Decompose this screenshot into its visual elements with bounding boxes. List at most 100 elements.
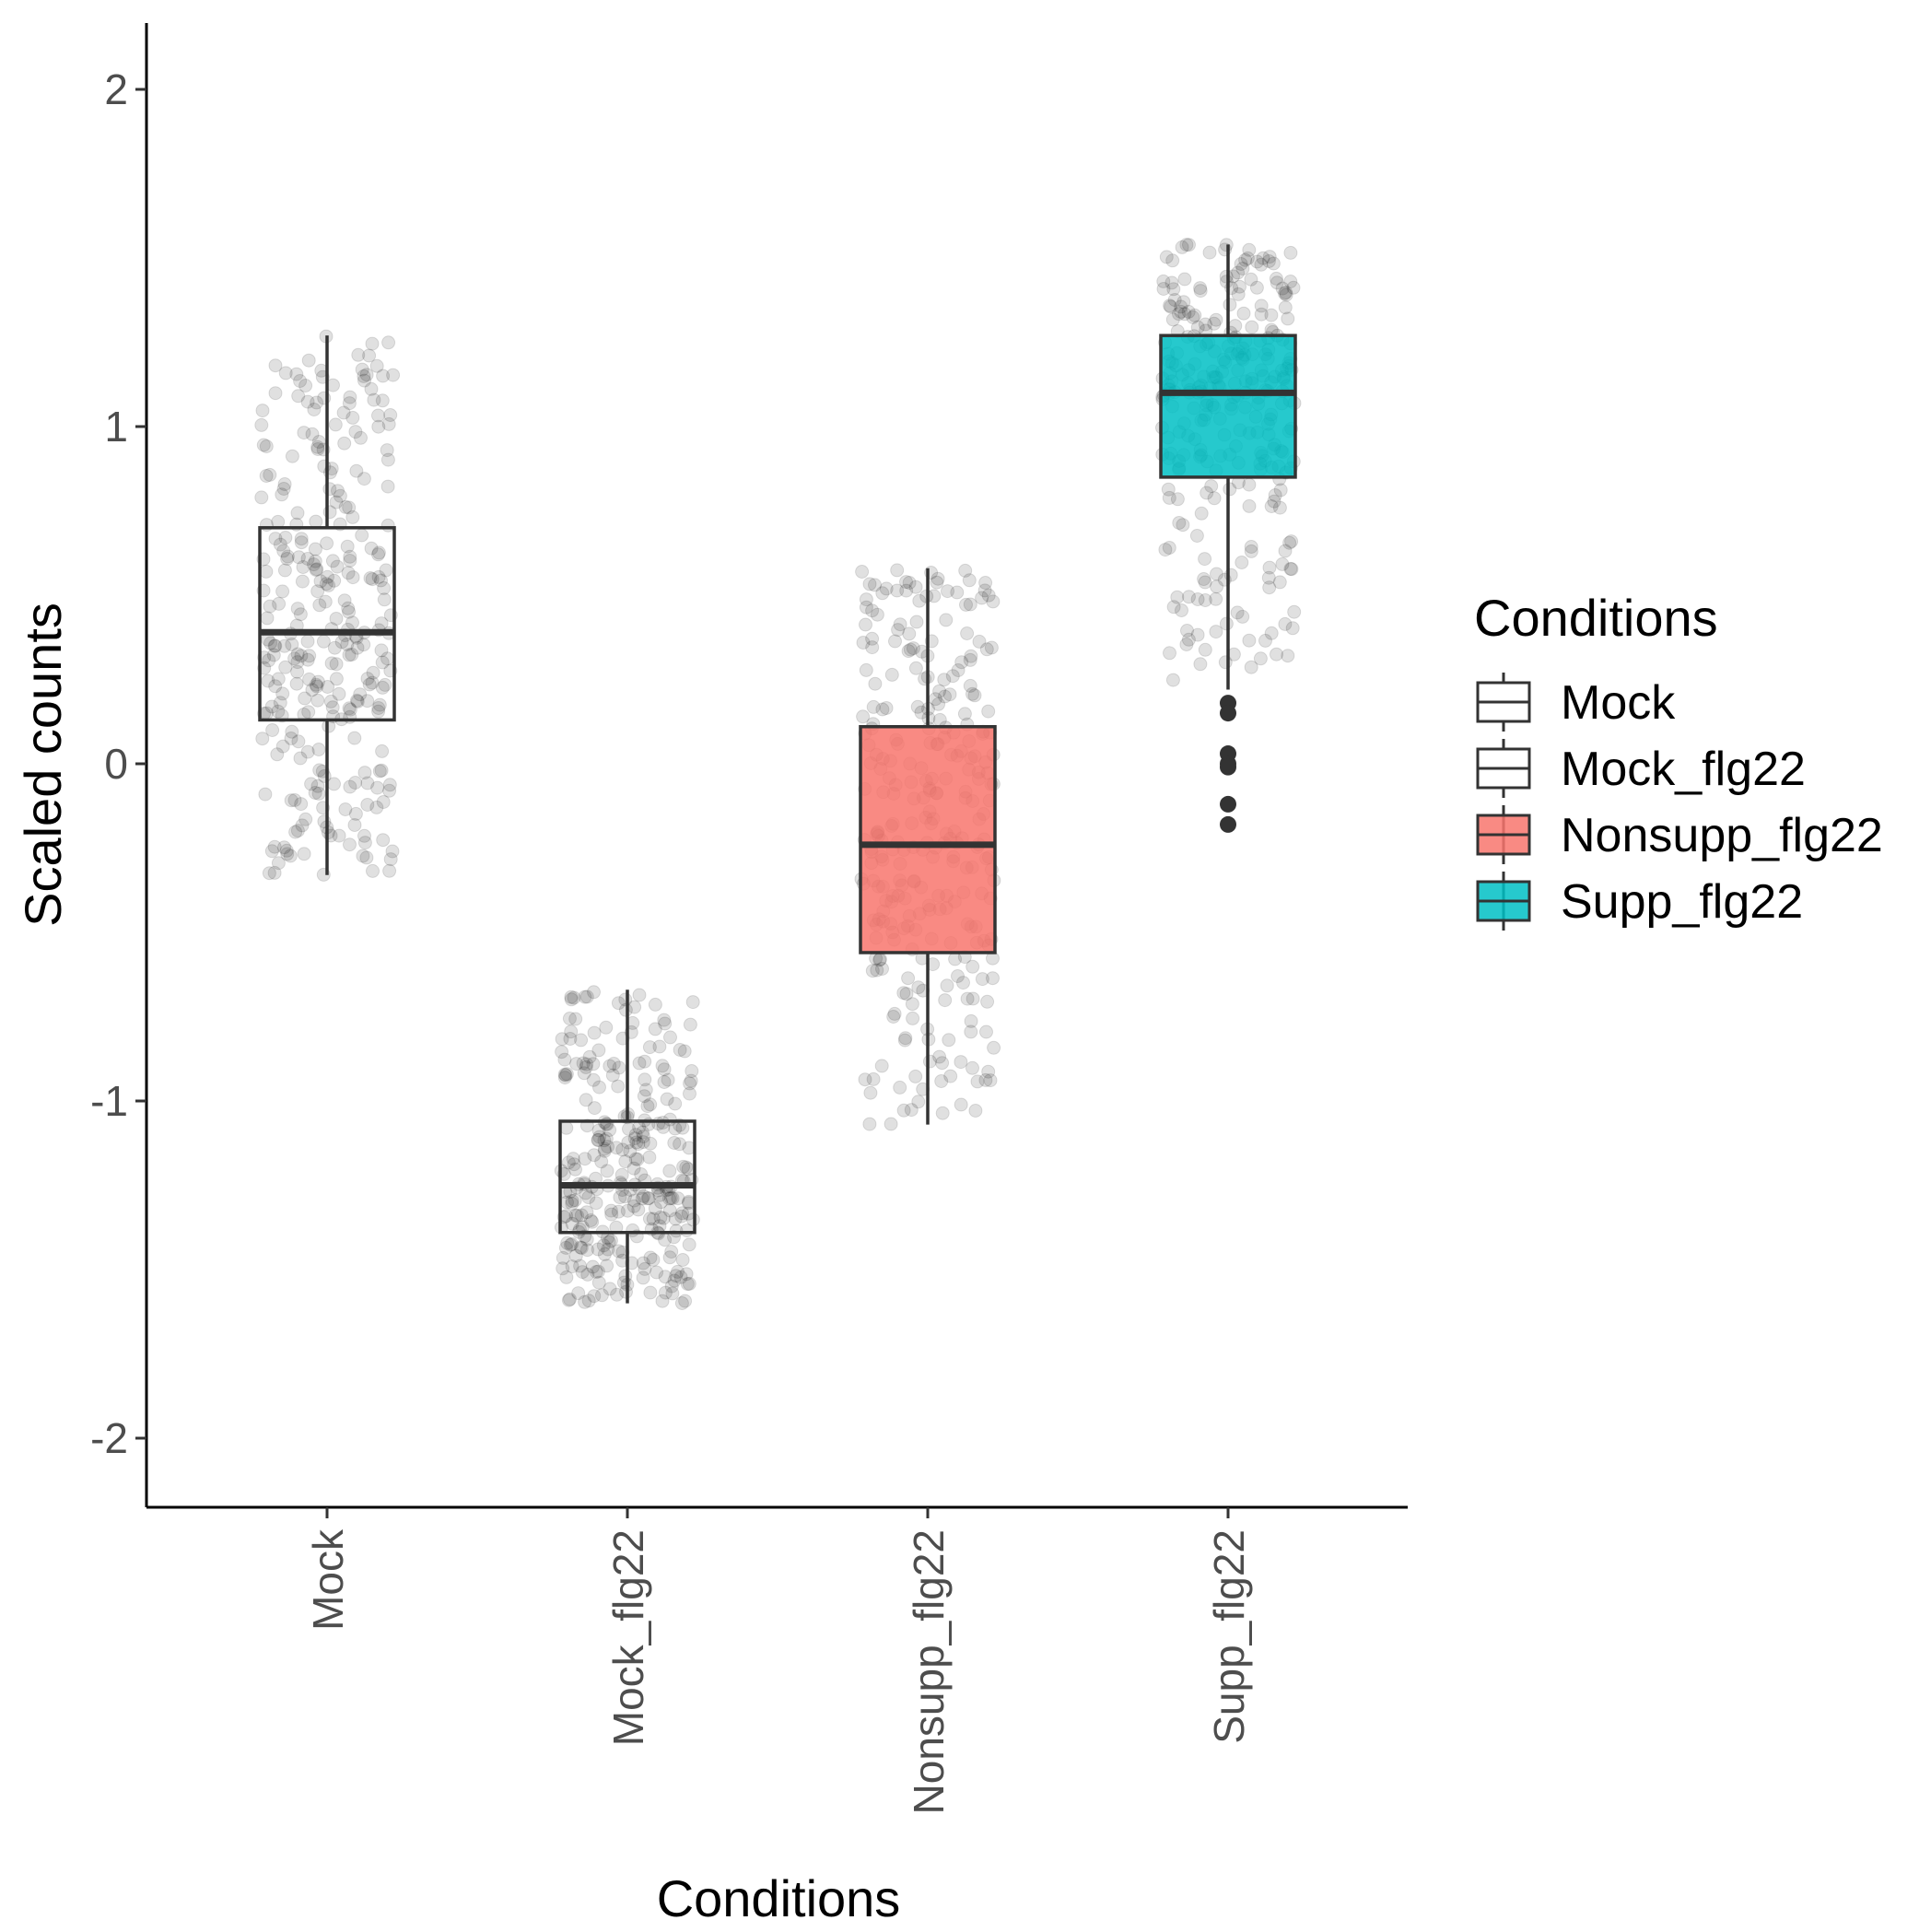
jitter-point <box>1287 604 1302 619</box>
jitter-point <box>865 964 880 978</box>
jitter-point <box>1284 534 1299 549</box>
jitter-point <box>954 1055 968 1070</box>
jitter-point <box>963 678 977 693</box>
jitter-point <box>859 592 873 607</box>
jitter-point <box>1164 275 1179 290</box>
jitter-point <box>671 1191 685 1206</box>
jitter-point <box>1163 646 1176 661</box>
jitter-point <box>370 780 385 795</box>
jitter-point <box>297 847 311 861</box>
jitter-point <box>1254 257 1269 272</box>
jitter-point <box>591 1132 605 1147</box>
jitter-point <box>372 697 387 712</box>
jitter-point <box>1167 293 1182 307</box>
jitter-point <box>284 732 298 745</box>
jitter-point <box>956 976 970 990</box>
jitter-point <box>1210 580 1224 594</box>
jitter-point <box>291 550 306 565</box>
jitter-point <box>369 800 384 814</box>
jitter-point <box>558 1240 573 1255</box>
jitter-point <box>1275 556 1290 571</box>
jitter-point <box>277 477 292 491</box>
jitter-point <box>903 642 918 657</box>
jitter-point <box>380 479 395 494</box>
x-tick-label: Mock <box>304 1528 352 1631</box>
jitter-point <box>942 687 957 702</box>
jitter-point <box>264 699 279 714</box>
jitter-point <box>657 1013 672 1027</box>
jitter-point <box>966 959 980 974</box>
jitter-point <box>1262 250 1277 264</box>
jitter-point <box>1236 306 1251 321</box>
jitter-point <box>290 824 305 838</box>
jitter-point <box>981 1064 996 1079</box>
y-tick-label: -2 <box>90 1414 128 1462</box>
jitter-point <box>300 394 315 409</box>
jitter-point <box>637 1089 651 1104</box>
jitter-point <box>323 694 338 708</box>
jitter-point <box>605 1068 620 1083</box>
jitter-point <box>628 1128 643 1142</box>
jitter-point <box>308 542 322 556</box>
jitter-point <box>343 554 357 568</box>
jitter-point <box>863 1085 878 1100</box>
jitter-point <box>272 596 287 611</box>
jitter-point <box>675 1206 690 1221</box>
legend-entry: Supp_flg22 <box>1476 872 1803 931</box>
jitter-point <box>277 563 292 578</box>
jitter-point <box>1179 638 1194 651</box>
jitter-point <box>311 786 326 801</box>
jitter-point <box>1223 298 1237 312</box>
jitter-point <box>1283 275 1298 288</box>
jitter-point <box>320 536 334 551</box>
jitter-point <box>337 593 352 608</box>
jitter-point <box>875 962 889 976</box>
jitter-point <box>901 644 916 659</box>
jitter-point <box>308 554 322 568</box>
y-tick-label: 0 <box>104 740 128 788</box>
y-ticks-layer: -2 -1 0 1 2 <box>90 65 146 1462</box>
jitter-point <box>966 991 980 1006</box>
jitter-point <box>1242 633 1257 648</box>
jitter-point <box>372 764 387 779</box>
jitter-point <box>890 563 905 578</box>
jitter-point <box>632 988 647 1002</box>
jitter-point <box>967 688 982 703</box>
jitter-point <box>564 1025 579 1039</box>
jitter-point <box>278 660 293 674</box>
jitter-point <box>981 588 996 603</box>
jitter-point <box>340 539 355 554</box>
jitter-point <box>896 986 911 1001</box>
jitter-point <box>862 1117 877 1131</box>
jitter-point <box>685 1064 699 1078</box>
jitter-point <box>374 643 389 658</box>
box-Supp_flg22 <box>1159 244 1297 833</box>
jitter-point <box>658 1285 673 1300</box>
jitter-point <box>899 987 914 1001</box>
jitter-point <box>1283 245 1298 260</box>
jitter-point <box>295 818 310 833</box>
jitter-point <box>574 1033 589 1048</box>
jitter-point <box>1209 312 1223 327</box>
jitter-point <box>879 701 894 715</box>
jitter-point <box>1190 320 1205 334</box>
jitter-point <box>682 1237 696 1252</box>
jitter-point <box>311 743 326 756</box>
jitter-point <box>615 1142 630 1157</box>
axes-layer <box>145 23 1408 1509</box>
jitter-point <box>268 532 283 546</box>
jitter-point <box>340 637 355 651</box>
jitter-point <box>574 1241 589 1255</box>
box-Nonsupp_flg22 <box>859 568 997 1125</box>
jitter-point <box>909 615 924 629</box>
jitter-point <box>575 1265 590 1280</box>
jitter-point <box>865 603 880 618</box>
jitter-point <box>868 676 883 691</box>
jitter-point <box>254 417 269 432</box>
jitter-point <box>555 1032 569 1047</box>
jitter-point <box>1242 242 1257 257</box>
jitter-point <box>254 490 269 505</box>
jitter-point <box>599 1131 614 1146</box>
jitter-point <box>1204 479 1219 494</box>
jitter-point <box>954 1097 968 1112</box>
